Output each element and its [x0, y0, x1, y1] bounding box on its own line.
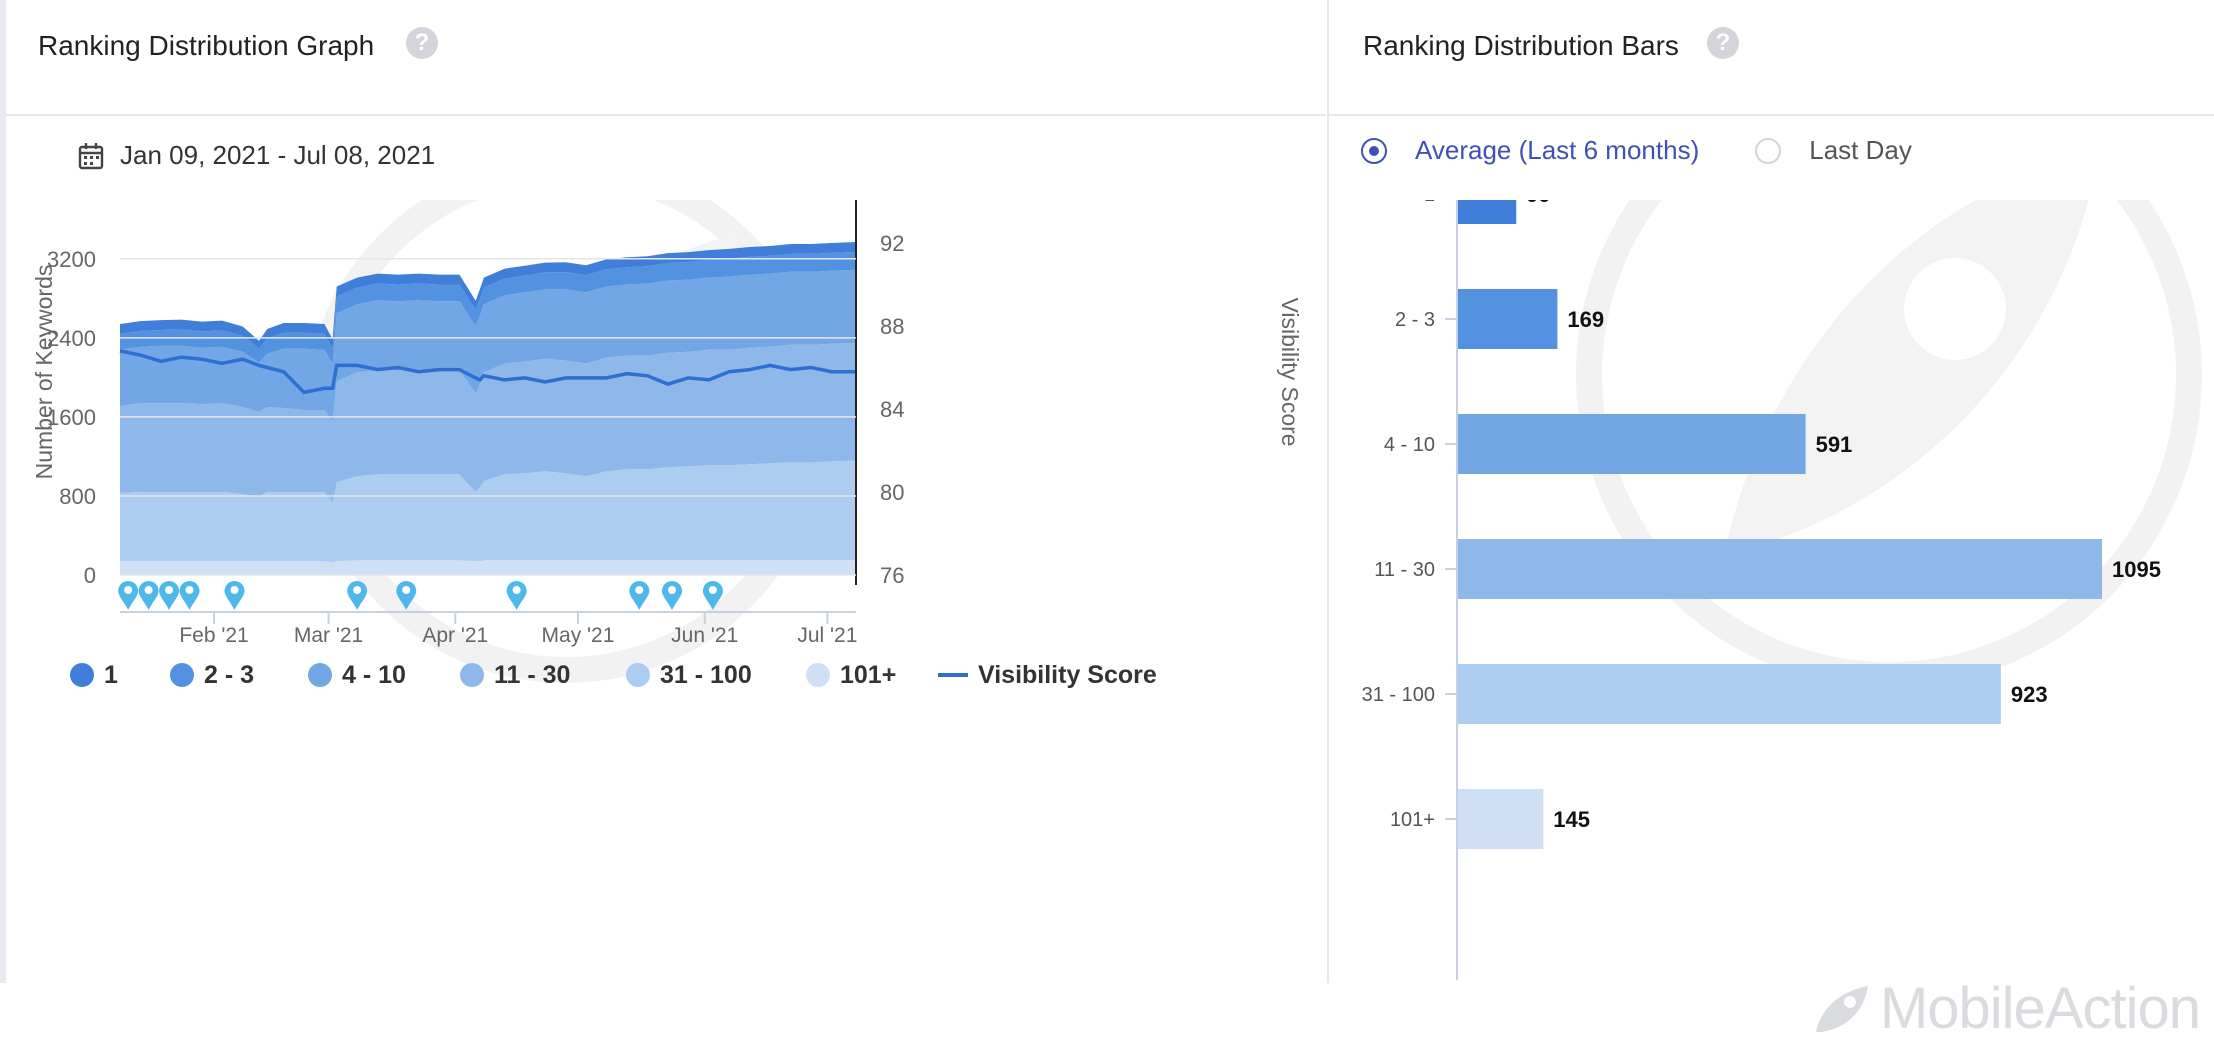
legend-item: 101+ — [806, 661, 896, 689]
bar-category-label: 2 - 3 — [1395, 309, 1435, 331]
bar-value-label: 591 — [1816, 432, 1853, 457]
bars-panel-title: Ranking Distribution Bars — [1363, 30, 1679, 61]
area-series-31-100 — [120, 460, 856, 563]
y2-axis-label: Visibility Score — [1277, 297, 1303, 446]
x-tick-label: Apr '21 — [422, 624, 488, 647]
legend-item: Visibility Score — [938, 661, 1157, 689]
date-range-picker[interactable]: Jan 09, 2021 - Jul 08, 2021 — [78, 140, 435, 171]
y-tick-label: 3200 — [47, 247, 96, 272]
calendar-icon — [78, 142, 104, 169]
bar-value-label: 99 — [1526, 200, 1550, 207]
area-series-4-10 — [120, 269, 856, 422]
y2-tick-label: 92 — [880, 231, 904, 256]
ranking-distribution-area-chart: 0 800 1600 2400 3200 76 80 84 88 92 Number of Keyw… — [31, 200, 1303, 689]
graph-panel-title: Ranking Distribution Graph — [38, 30, 375, 61]
visibility-score-line — [119, 349, 856, 395]
y2-tick-label: 76 — [880, 563, 904, 588]
event-pin-icon — [138, 581, 159, 610]
bar — [1458, 289, 1558, 349]
x-tick-label: Jul '21 — [797, 624, 857, 647]
radio-label: Average (Last 6 months) — [1415, 135, 1700, 165]
legend-item: 4 - 10 — [308, 661, 406, 689]
y-tick-label: 0 — [84, 563, 96, 588]
x-tick-label: Feb '21 — [179, 624, 248, 647]
event-pin-icon — [702, 581, 723, 610]
graph-panel-header: Ranking Distribution Graph ? — [6, 0, 1326, 116]
legend-item: 1 — [70, 661, 118, 689]
x-tick-label: Jun '21 — [671, 624, 738, 647]
bar-category-label: 101+ — [1390, 809, 1435, 831]
date-range-text: Jan 09, 2021 - Jul 08, 2021 — [120, 140, 436, 170]
event-pin-icon — [224, 581, 245, 610]
y2-tick-label: 84 — [880, 397, 904, 422]
event-pin-icon — [629, 580, 650, 610]
mobileaction-logo: MobileAction — [1812, 975, 2201, 1042]
y2-tick-label: 80 — [880, 480, 904, 505]
y-tick-label: 1600 — [47, 405, 96, 430]
area-series-1 — [120, 242, 856, 349]
bar-category-label: 1 — [1424, 200, 1435, 206]
legend-label: Visibility Score — [978, 661, 1157, 689]
bar — [1458, 200, 1517, 224]
ranking-distribution-bars-panel: Ranking Distribution Bars ? Average (Las… — [1327, 0, 2214, 983]
event-pin-icon — [118, 581, 139, 610]
radio-dot — [1755, 137, 1782, 164]
event-pin-icon — [396, 581, 417, 610]
bar-value-label: 1095 — [2112, 557, 2161, 582]
area-series-2-3 — [120, 251, 856, 364]
area-series-101 — [120, 560, 856, 575]
legend-label: 1 — [104, 661, 118, 689]
legend-label: 31 - 100 — [660, 661, 752, 689]
event-pin-icon — [662, 581, 682, 610]
legend-label: 11 - 30 — [494, 661, 570, 689]
radio-label: Last Day — [1809, 135, 1912, 165]
bar-category-label: 4 - 10 — [1384, 434, 1435, 456]
y-axis-label: Number of Keywords — [31, 265, 57, 480]
legend-label: 2 - 3 — [204, 661, 254, 689]
radio-average-last-6-months[interactable]: Average (Last 6 months) — [1361, 135, 1699, 166]
bar-value-label: 169 — [1567, 307, 1604, 332]
x-tick-label: Mar '21 — [294, 624, 363, 647]
y-tick-label: 800 — [59, 484, 96, 509]
radio-last-day[interactable]: Last Day — [1755, 135, 1912, 166]
rocket-logo-icon — [1815, 985, 1868, 1032]
bar-category-label: 31 - 100 — [1362, 684, 1435, 706]
bar — [1458, 664, 2001, 724]
radio-dot — [1361, 137, 1387, 164]
legend-item: 2 - 3 — [170, 661, 254, 689]
bar — [1458, 789, 1544, 849]
bar-value-label: 923 — [2011, 682, 2048, 707]
help-icon[interactable]: ? — [1707, 27, 1739, 59]
logo-text: MobileAction — [1879, 976, 2201, 1041]
event-pin-icon — [179, 581, 200, 610]
y-tick-label: 2400 — [47, 326, 96, 351]
event-pin-icon — [347, 581, 368, 610]
bars-panel-header: Ranking Distribution Bars ? — [1329, 0, 2214, 116]
x-tick-label: May '21 — [542, 624, 615, 647]
ranking-distribution-graph-panel: Ranking Distribution Graph ? Jan 09, 202… — [0, 0, 1326, 983]
bar-category-label: 11 - 30 — [1374, 559, 1435, 581]
event-pin-icon — [506, 580, 527, 610]
bar-value-label: 145 — [1553, 807, 1590, 832]
period-radio-group: Average (Last 6 months) Last Day — [1361, 135, 1968, 166]
legend-label: 101+ — [840, 661, 896, 689]
bar — [1458, 414, 1806, 474]
legend-label: 4 - 10 — [342, 661, 406, 689]
y2-tick-label: 88 — [880, 314, 904, 339]
help-icon[interactable]: ? — [406, 27, 438, 59]
legend-item: 31 - 100 — [626, 661, 752, 689]
event-pin-icon — [159, 581, 180, 610]
bar — [1458, 539, 2103, 599]
legend-item: 11 - 30 — [460, 661, 570, 689]
ranking-distribution-bar-chart: 1 99 2 - 3 169 4 - 10 591 11 - 30 1095 31 - 100 9… — [1362, 200, 2202, 980]
